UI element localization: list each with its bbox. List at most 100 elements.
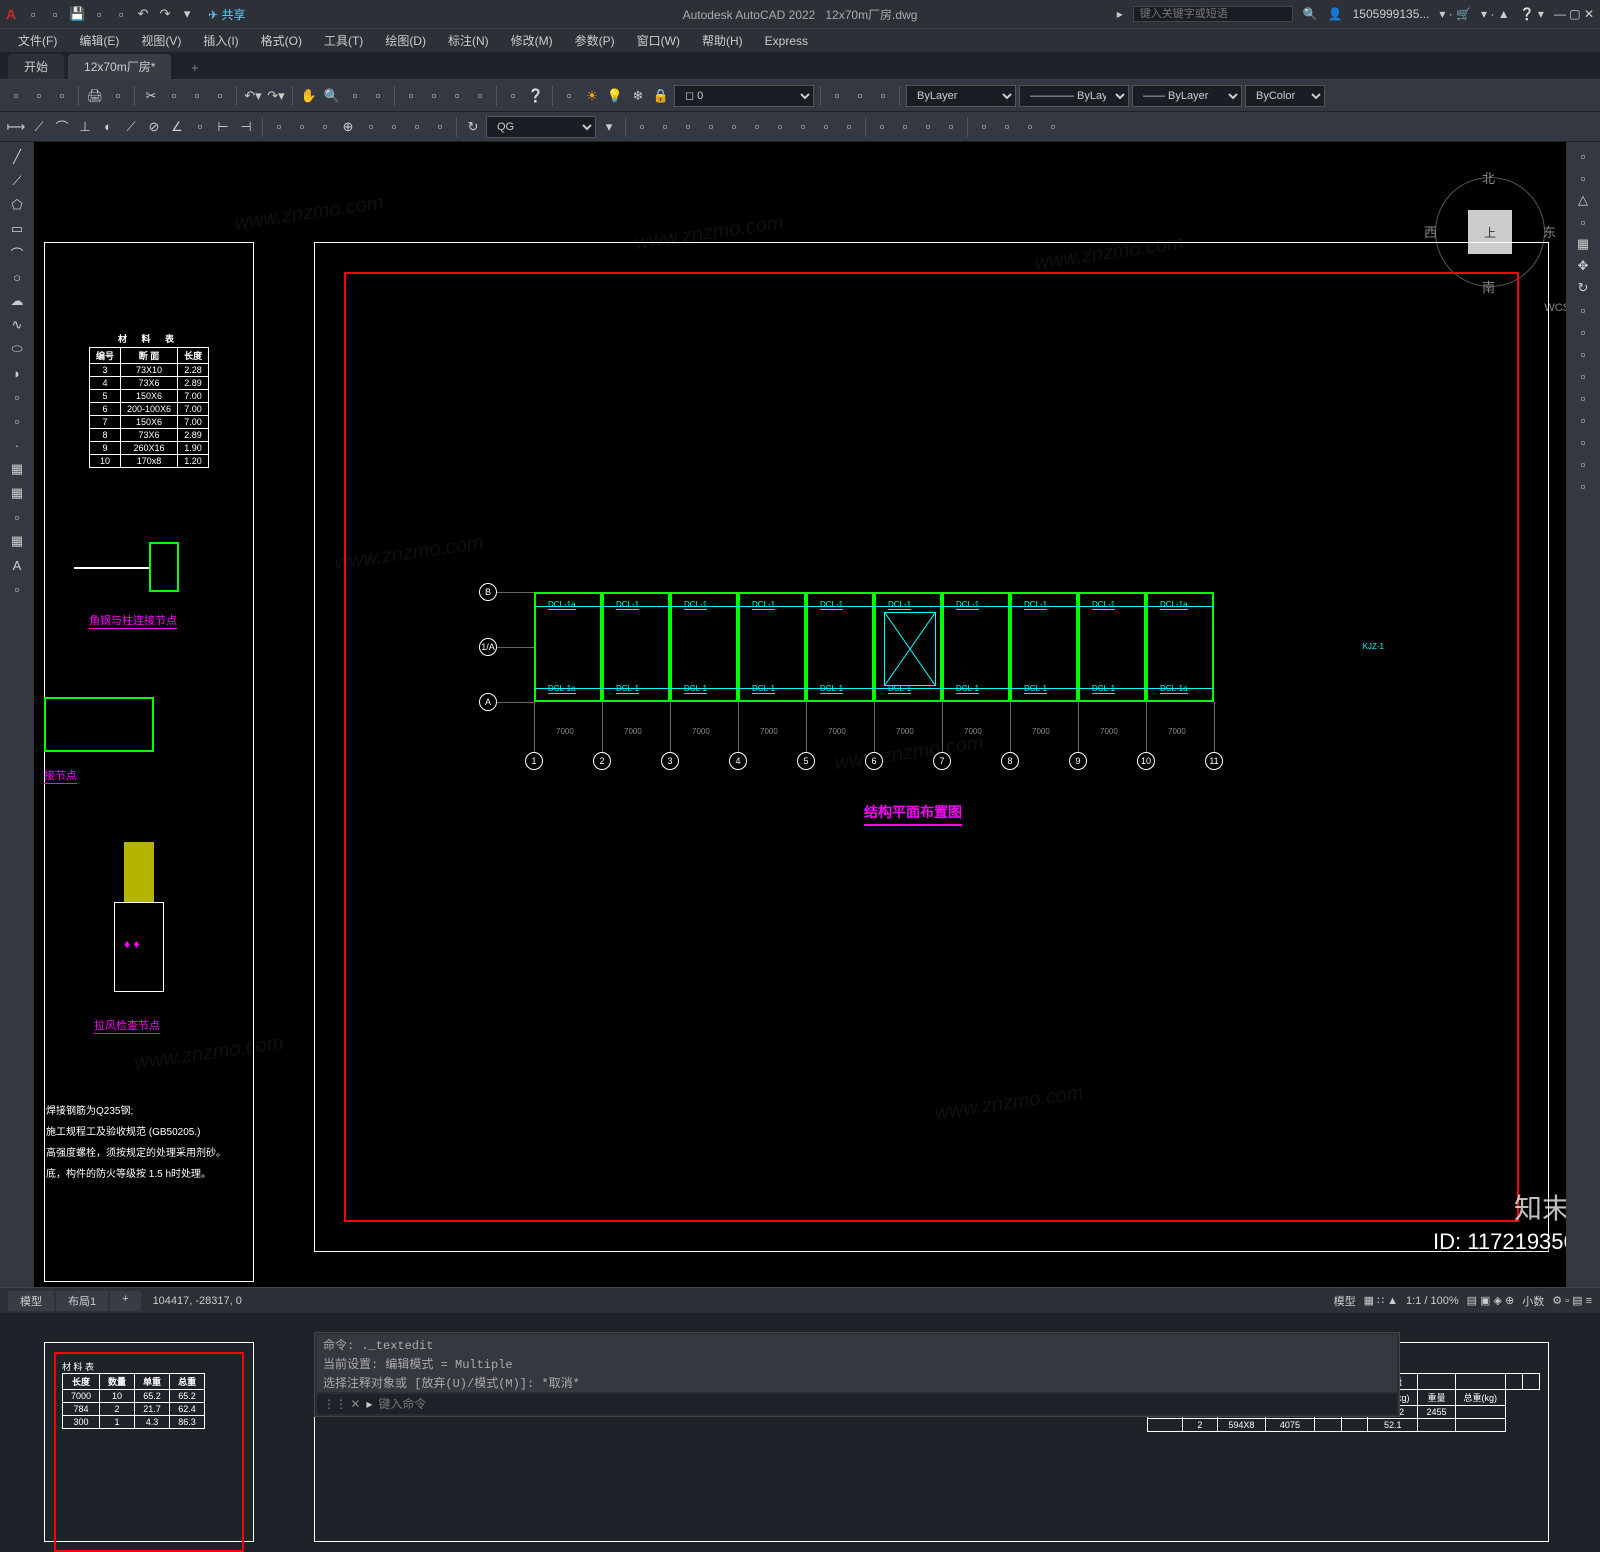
- apps-icon[interactable]: ▾ · ▲: [1481, 7, 1510, 21]
- qat-new-icon[interactable]: ▫: [24, 5, 42, 23]
- status-scale[interactable]: 小数: [1522, 1293, 1544, 1309]
- et-3-icon[interactable]: ▫: [678, 117, 698, 137]
- command-line[interactable]: 命令: ._textedit 当前设置: 编辑模式 = Multiple 选择注…: [314, 1332, 1400, 1417]
- tb-laym3-icon[interactable]: ▫: [873, 86, 893, 106]
- qat-saveas-icon[interactable]: ▫: [90, 5, 108, 23]
- dim-edit-icon[interactable]: ▫: [407, 117, 427, 137]
- tb-print-icon[interactable]: 🖨: [85, 86, 105, 106]
- point-icon[interactable]: ·: [4, 434, 30, 456]
- tb-render-icon[interactable]: ▫: [503, 86, 523, 106]
- fillet-icon[interactable]: ▫: [1573, 454, 1593, 474]
- tb-copy-icon[interactable]: ▫: [164, 86, 184, 106]
- linetype-dropdown[interactable]: ———— ByLayer: [1019, 85, 1129, 107]
- move-icon[interactable]: ✥: [1573, 256, 1593, 276]
- tb-tool-icon[interactable]: ▫: [447, 86, 467, 106]
- et-16-icon[interactable]: ▫: [997, 117, 1017, 137]
- tb-lock-icon[interactable]: 🔒: [651, 86, 671, 106]
- dim-rad-icon[interactable]: ◐: [98, 117, 118, 137]
- break-icon[interactable]: ▫: [1573, 388, 1593, 408]
- dim-ord-icon[interactable]: ⊥: [75, 117, 95, 137]
- dim-jogl-icon[interactable]: ▫: [384, 117, 404, 137]
- tb-cut-icon[interactable]: ✂: [141, 86, 161, 106]
- circle-icon[interactable]: ○: [4, 266, 30, 288]
- user-icon[interactable]: 👤: [1328, 7, 1343, 21]
- close-icon[interactable]: ✕: [1584, 7, 1594, 21]
- qat-plot-icon[interactable]: ▫: [112, 5, 130, 23]
- status-extras[interactable]: ▤ ▣ ◈ ⊕: [1467, 1294, 1515, 1307]
- menu-item[interactable]: 参数(P): [565, 30, 625, 51]
- array-icon[interactable]: ▦: [1573, 234, 1593, 254]
- status-grid-icons[interactable]: ▦ ∷ ▲: [1364, 1294, 1398, 1307]
- ellarc-icon[interactable]: ◗: [4, 362, 30, 384]
- qat-save-icon[interactable]: 💾: [68, 5, 86, 23]
- cmd-handle-icon[interactable]: ⋮⋮ ✕: [323, 1397, 360, 1411]
- addsel-icon[interactable]: ▫: [4, 578, 30, 600]
- tb-paste-icon[interactable]: ▫: [187, 86, 207, 106]
- dim-linear-icon[interactable]: ⟼: [6, 117, 26, 137]
- dim-ang-icon[interactable]: ∠: [167, 117, 187, 137]
- maximize-icon[interactable]: ▢: [1569, 7, 1580, 21]
- layout-plus[interactable]: +: [110, 1291, 140, 1311]
- dim-aligned-icon[interactable]: ⟋: [29, 117, 49, 137]
- layer-dropdown[interactable]: ◻ 0: [674, 85, 814, 107]
- tb-pan-icon[interactable]: ✋: [299, 86, 319, 106]
- join-icon[interactable]: ▫: [1573, 410, 1593, 430]
- tb-sheet-icon[interactable]: ▫: [470, 86, 490, 106]
- et-12-icon[interactable]: ▫: [895, 117, 915, 137]
- rect-icon[interactable]: ▭: [4, 218, 30, 240]
- command-input[interactable]: [378, 1397, 1391, 1411]
- dim-base-icon[interactable]: ⊢: [213, 117, 233, 137]
- scale-icon[interactable]: ▫: [1573, 300, 1593, 320]
- et-4-icon[interactable]: ▫: [701, 117, 721, 137]
- help-icon[interactable]: ❔ ▾: [1520, 7, 1544, 21]
- dim-dia-icon[interactable]: ⊘: [144, 117, 164, 137]
- dim-cont-icon[interactable]: ⊣: [236, 117, 256, 137]
- search-icon[interactable]: 🔍: [1303, 7, 1318, 21]
- offset-icon[interactable]: ▫: [1573, 212, 1593, 232]
- qat-dropdown-icon[interactable]: ▾: [178, 5, 196, 23]
- et-6-icon[interactable]: ▫: [747, 117, 767, 137]
- et-8-icon[interactable]: ▫: [793, 117, 813, 137]
- qat-undo-icon[interactable]: ↶: [134, 5, 152, 23]
- mtext-icon[interactable]: A: [4, 554, 30, 576]
- region-icon[interactable]: ▫: [4, 506, 30, 528]
- dim-upd-icon[interactable]: ↻: [463, 117, 483, 137]
- et-5-icon[interactable]: ▫: [724, 117, 744, 137]
- lineweight-dropdown[interactable]: —— ByLayer: [1132, 85, 1242, 107]
- menu-item[interactable]: 格式(O): [251, 30, 312, 51]
- menu-item[interactable]: 视图(V): [131, 30, 191, 51]
- tb-zoomext-icon[interactable]: ▫: [345, 86, 365, 106]
- stretch-icon[interactable]: ▫: [1573, 322, 1593, 342]
- hatch-icon[interactable]: ▦: [4, 458, 30, 480]
- menu-item[interactable]: 编辑(E): [69, 30, 129, 51]
- dim-break-icon[interactable]: ▫: [292, 117, 312, 137]
- qat-open-icon[interactable]: ▫: [46, 5, 64, 23]
- block-icon[interactable]: ▫: [4, 410, 30, 432]
- menu-item[interactable]: 标注(N): [438, 30, 499, 51]
- menu-item[interactable]: 插入(I): [193, 30, 248, 51]
- tb-bulb-icon[interactable]: 💡: [605, 86, 625, 106]
- et-2-icon[interactable]: ▫: [655, 117, 675, 137]
- trim-icon[interactable]: ▫: [1573, 344, 1593, 364]
- qat-redo-icon[interactable]: ↷: [156, 5, 174, 23]
- menu-item[interactable]: 绘图(D): [375, 30, 436, 51]
- cart-icon[interactable]: ▾ · 🛒: [1439, 7, 1471, 21]
- insert-icon[interactable]: ▫: [4, 386, 30, 408]
- dim-jog-icon[interactable]: ⟋: [121, 117, 141, 137]
- tb-layer-icon[interactable]: ▫: [559, 86, 579, 106]
- tb-preview-icon[interactable]: ▫: [108, 86, 128, 106]
- tb-save-icon[interactable]: ▫: [52, 86, 72, 106]
- tb-help2-icon[interactable]: ❔: [526, 86, 546, 106]
- tb-zoomwin-icon[interactable]: ▫: [368, 86, 388, 106]
- tb-redo-icon[interactable]: ↷▾: [266, 86, 286, 106]
- tb-blocks-icon[interactable]: ▫: [424, 86, 444, 106]
- dim-arc-icon[interactable]: ⌒: [52, 117, 72, 137]
- dim-tedit-icon[interactable]: ▫: [430, 117, 450, 137]
- tb-freeze-icon[interactable]: ❄: [628, 86, 648, 106]
- rotate-icon[interactable]: ↻: [1573, 278, 1593, 298]
- menu-item[interactable]: 修改(M): [501, 30, 563, 51]
- plotstyle-dropdown[interactable]: ByColor: [1245, 85, 1325, 107]
- et-10-icon[interactable]: ▫: [839, 117, 859, 137]
- dimstyle-dropdown[interactable]: QG: [486, 116, 596, 138]
- minimize-icon[interactable]: —: [1554, 7, 1566, 21]
